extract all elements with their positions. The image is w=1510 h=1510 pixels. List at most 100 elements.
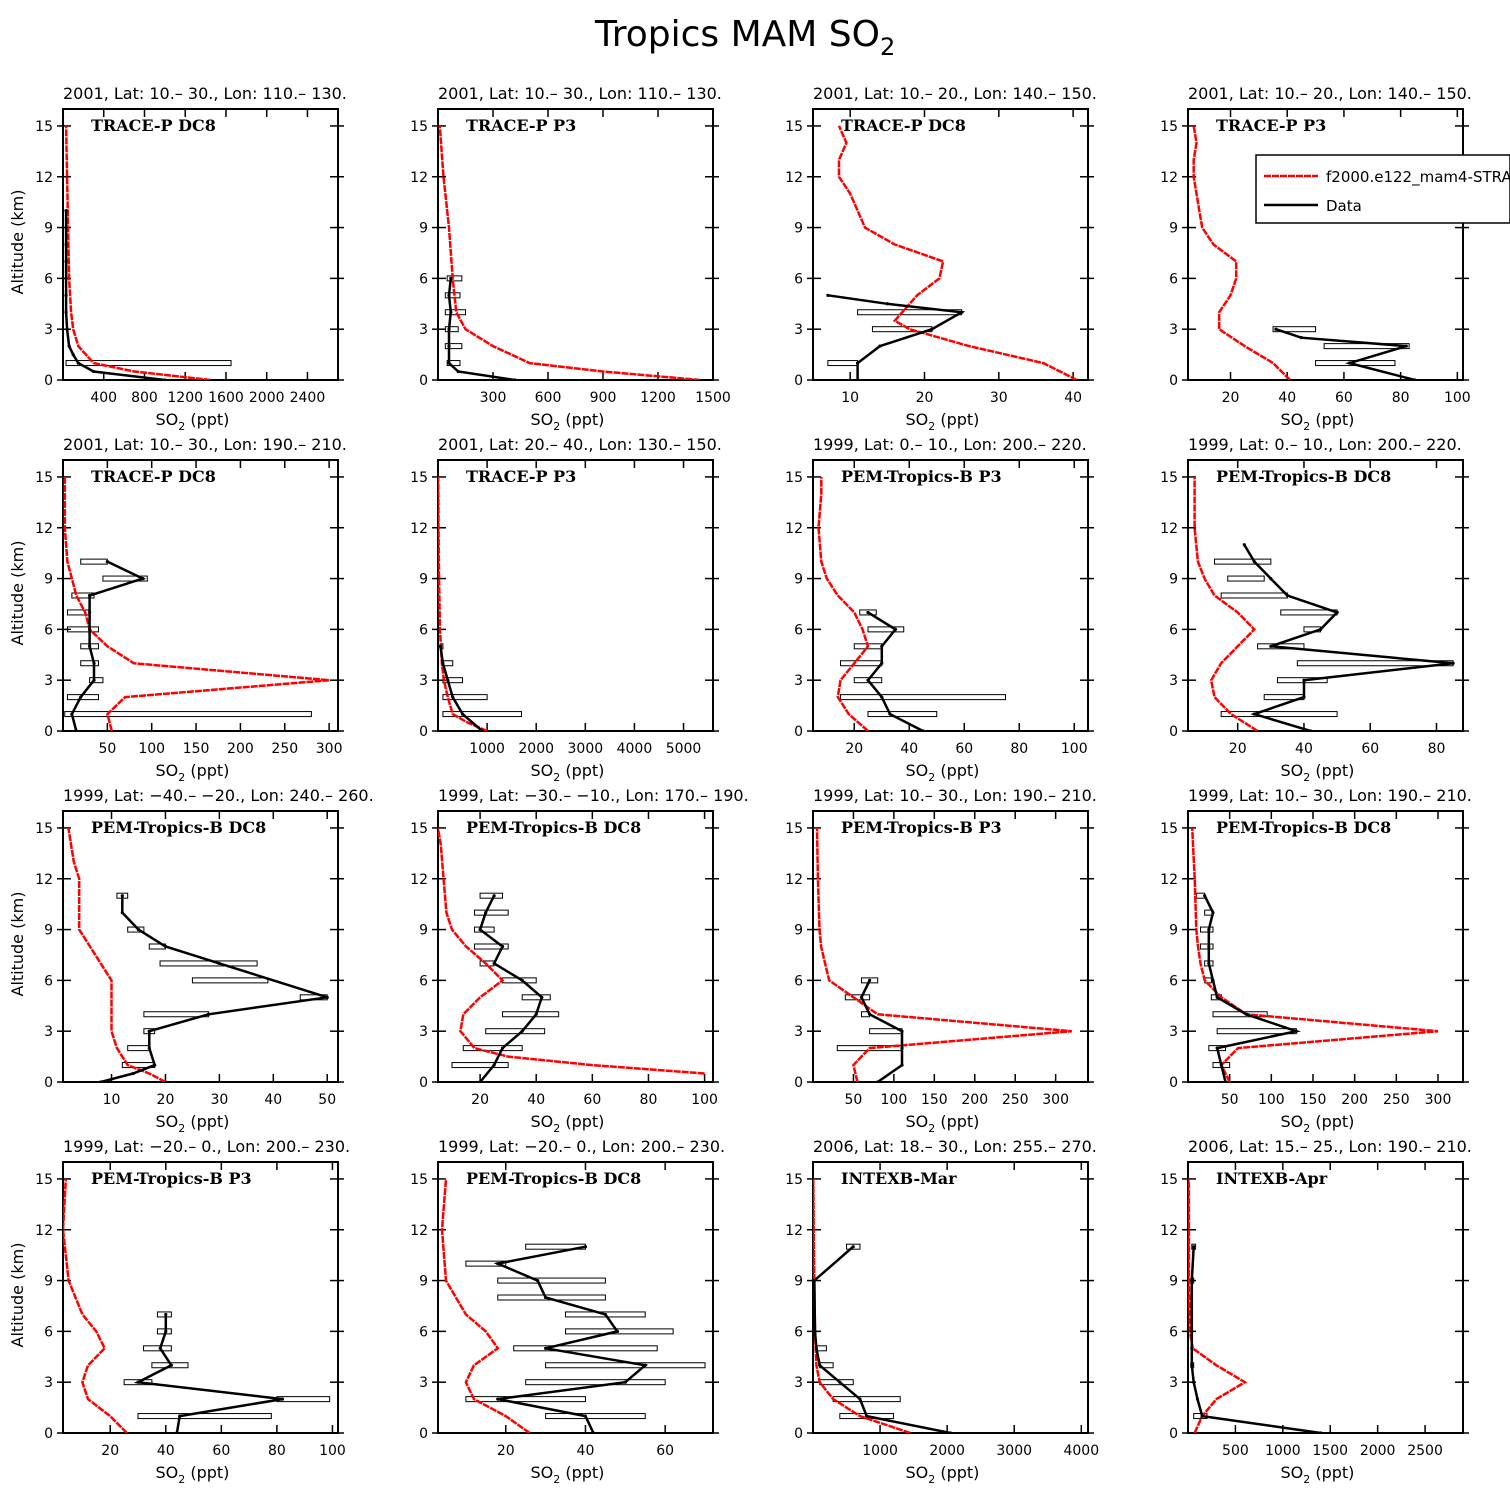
data-range-box [137,1413,272,1420]
data-point [888,712,892,716]
data-point [449,310,453,314]
data-series-line [1203,895,1302,1082]
data-point [447,344,451,348]
y-tick-label: 0 [794,1426,803,1442]
x-label-sub: 2 [1303,420,1310,433]
x-axis-label: SO2 (ppt) [906,410,980,433]
x-tick-label: 20 [101,1443,119,1459]
y-tick-label: 12 [1160,521,1178,537]
y-tick-label: 0 [1169,724,1178,740]
y-tick-label: 0 [1169,373,1178,389]
data-point [500,944,505,949]
panel-11: 1999, Lat: 10.– 30., Lon: 190.– 210. PEM-… [785,786,1097,1135]
data-range-box [840,660,883,667]
data-point [147,1046,151,1050]
data-range-box [71,592,95,599]
plot-area [826,125,1078,380]
x-tick-label: 4000 [1063,1443,1099,1459]
data-point [878,344,882,348]
x-tick-label: 40 [900,741,918,757]
data-range-box [465,1260,507,1267]
y-tick-label: 9 [794,221,803,237]
plot-area [67,827,329,1082]
y-tick-label: 3 [794,1375,803,1391]
model-series-line [63,476,330,731]
y-tick-label: 6 [419,1324,428,1340]
panel-1: 2001, Lat: 10.– 30., Lon: 110.– 130. TRAC… [8,84,347,433]
x-tick-label: 50 [845,1092,863,1108]
x-label-unit: (ppt) [185,410,229,429]
y-tick-label: 9 [1169,923,1178,939]
y-tick-label: 12 [785,872,803,888]
y-tick-label: 12 [1160,872,1178,888]
data-point [1219,1063,1223,1067]
y-tick-label: 9 [794,923,803,939]
x-axis-label: SO2 (ppt) [906,1112,980,1135]
plot-area [1193,476,1455,731]
data-point [960,310,964,314]
x-label-unit: (ppt) [935,410,979,429]
y-tick-label: 6 [44,973,53,989]
y-tick-label: 6 [419,973,428,989]
y-tick-label: 12 [35,521,53,537]
data-range-box [1200,943,1214,950]
data-point [163,944,168,949]
y-tick-label: 0 [419,1075,428,1091]
x-label-unit: (ppt) [560,761,604,780]
data-point [623,1380,627,1384]
x-label-sub: 2 [178,420,185,433]
x-tick-label: 400 [90,390,117,406]
data-point [500,1046,505,1050]
data-point [64,276,68,280]
y-tick-label: 6 [419,622,428,638]
y-tick-label: 9 [1169,221,1178,237]
plot-frame [1187,810,1464,1083]
x-tick-label: 20 [497,1443,515,1459]
data-point [64,209,68,213]
panel-header: 2001, Lat: 10.– 20., Lon: 140.– 150. [813,84,1097,103]
y-tick-label: 6 [44,1324,53,1340]
data-series-line [100,895,328,1082]
x-axis-label: SO2 (ppt) [531,410,605,433]
x-label-unit: (ppt) [185,1463,229,1482]
data-range-box [442,711,522,718]
x-label-main: SO [156,1463,179,1482]
data-point [591,1431,596,1433]
data-point [1274,327,1278,331]
data-point [1195,1397,1200,1401]
y-tick-label: 15 [410,470,428,486]
x-tick-label: 10 [103,1092,121,1108]
x-axis-label: SO2 (ppt) [531,1112,605,1135]
plot-frame [437,810,714,1083]
data-point [858,1397,862,1401]
data-point [478,927,482,932]
data-point [64,259,68,264]
plot-frame [437,1161,714,1434]
data-range-box [565,1328,674,1335]
campaign-label: PEM-Tropics-B DC8 [466,818,641,837]
x-tick-label: 100 [881,1092,908,1108]
x-tick-label: 80 [640,1092,658,1108]
model-series-line [64,125,211,380]
x-tick-label: 1000 [1265,1443,1301,1459]
data-point [900,1046,904,1050]
data-point [1302,678,1306,682]
plot-area [1188,1178,1323,1433]
y-tick-label: 0 [1169,1426,1178,1442]
panel-header: 2001, Lat: 10.– 20., Lon: 140.– 150. [1188,84,1472,103]
data-point [496,1397,500,1401]
panel-header: 2001, Lat: 20.– 40., Lon: 130.– 150. [438,435,722,454]
plot-frame [812,1161,1089,1434]
campaign-label: INTEXB-Apr [1216,1169,1328,1188]
data-point [175,1431,179,1433]
data-point [930,327,934,331]
data-point [158,1346,162,1350]
data-point [1207,944,1211,949]
x-tick-label: 80 [1392,390,1410,406]
y-tick-label: 9 [44,572,53,588]
y-tick-label: 0 [419,724,428,740]
x-tick-label: 40 [157,1443,175,1459]
data-point [492,894,496,898]
y-tick-label: 6 [419,271,428,287]
x-tick-label: 100 [138,741,165,757]
